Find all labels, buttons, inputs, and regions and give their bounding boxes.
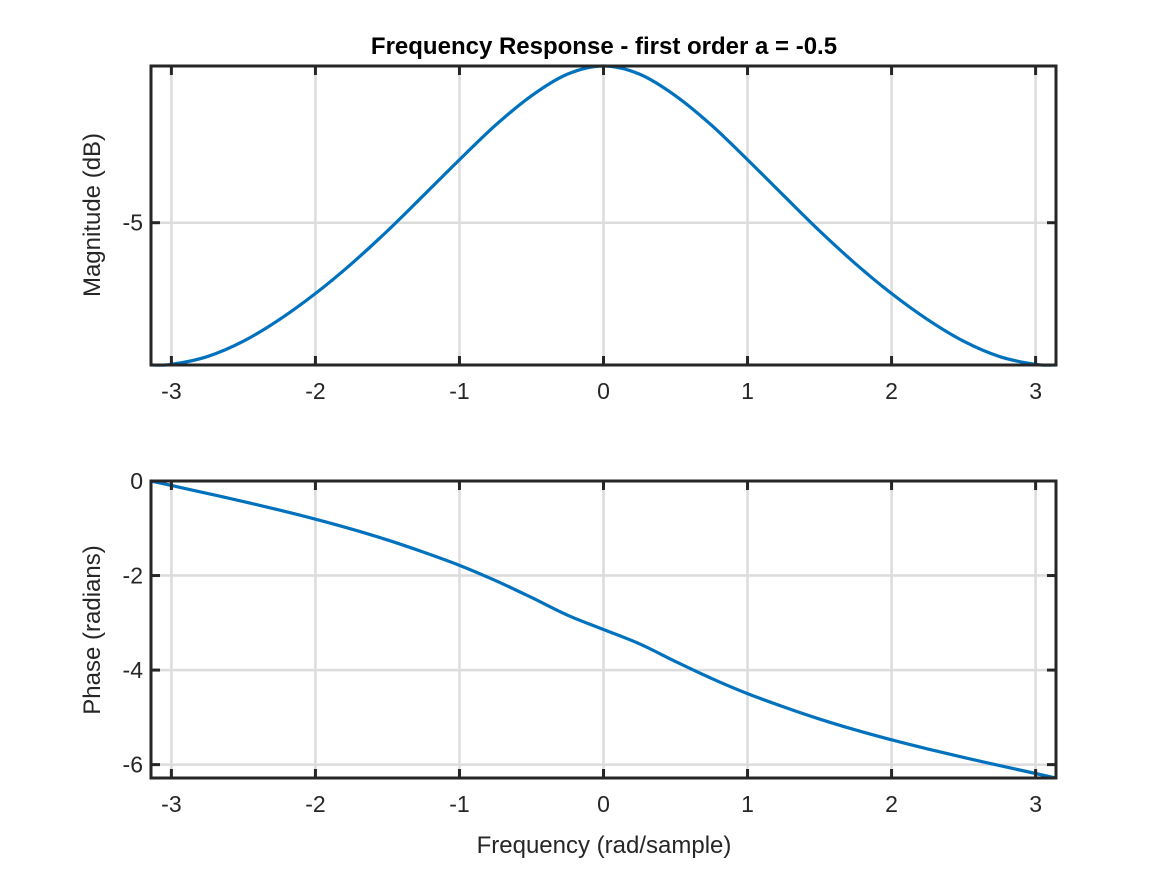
phase-x-tick-label: 2 — [885, 791, 898, 817]
phase-x-tick-label: 1 — [741, 791, 754, 817]
phase-x-tick-label: -2 — [305, 791, 325, 817]
phase-x-tick-label: -1 — [449, 791, 469, 817]
phase-x-tick-label: 0 — [597, 791, 610, 817]
x-axis-label: Frequency (rad/sample) — [477, 832, 732, 859]
magnitude-x-tick-label: -3 — [161, 378, 181, 404]
magnitude-x-tick-label: -2 — [305, 378, 325, 404]
phase-x-tick-label: 3 — [1029, 791, 1042, 817]
phase-y-tick-label: 0 — [130, 468, 143, 494]
magnitude-x-tick-label: 1 — [741, 378, 754, 404]
phase-series-line — [150, 479, 1057, 780]
phase-x-tick-label: -3 — [161, 791, 181, 817]
phase-plot: -3 -2 -1 0 1 2 3 0 -2 -4 -6 Phase (radians) — [79, 468, 1058, 817]
magnitude-x-tick-label: 3 — [1029, 378, 1042, 404]
phase-y-tick-label: -6 — [123, 752, 143, 778]
magnitude-y-tick-label: -5 — [123, 210, 143, 236]
magnitude-x-tick-label: 0 — [597, 378, 610, 404]
magnitude-x-tick-label: -1 — [449, 378, 469, 404]
phase-y-axis-label: Phase (radians) — [79, 545, 106, 714]
chart-title: Frequency Response - first order a = -0.… — [371, 33, 837, 60]
magnitude-y-axis-label: Magnitude (dB) — [79, 133, 106, 297]
phase-y-tick-label: -2 — [123, 563, 143, 589]
phase-y-tick-label: -4 — [123, 657, 144, 683]
magnitude-plot: -3 -2 -1 0 1 2 3 -5 Magnitude (dB) — [79, 64, 1058, 404]
magnitude-x-tick-label: 2 — [885, 378, 898, 404]
